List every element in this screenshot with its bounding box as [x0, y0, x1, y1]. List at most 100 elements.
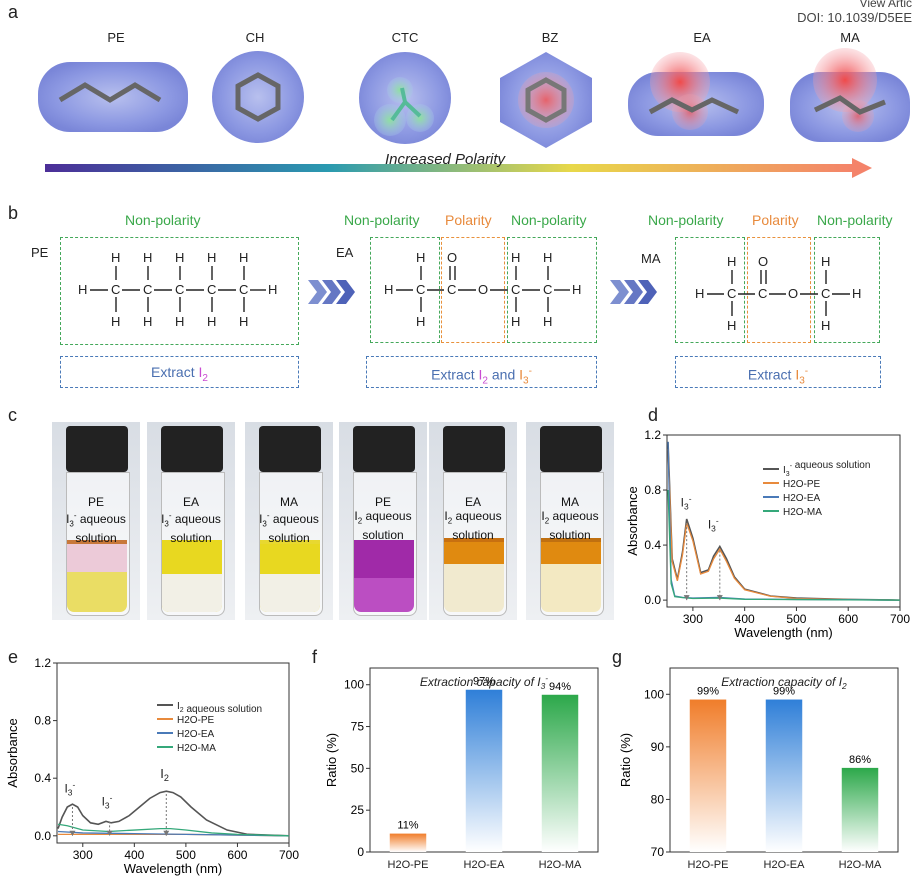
extract-pe-sub: 2	[202, 372, 208, 384]
vial-liquid-clear	[260, 574, 320, 612]
y-tick-label: 0	[357, 845, 364, 859]
ma-polar-box	[747, 237, 811, 343]
svg-text:H: H	[821, 254, 830, 269]
panel-b: PE Non-polarity EA Non-polarity Polarity…	[0, 200, 914, 400]
svg-text:H: H	[239, 250, 248, 265]
y-axis-label: Absorbance	[625, 486, 640, 555]
extract-ea-species2: I	[519, 366, 524, 383]
chevrons-ea-to-ma	[610, 280, 657, 304]
vial-solvent: PE	[87, 495, 104, 509]
vial-liquid-pink	[67, 544, 127, 572]
ma-polarity-label: Polarity	[752, 212, 799, 228]
svg-text:C: C	[758, 286, 767, 301]
extract-pe-species: I	[198, 364, 203, 380]
ea-nonpolarity-left-label: Non-polarity	[344, 212, 420, 228]
svg-text:C: C	[175, 282, 184, 297]
chart-title: Extraction capacity of I2	[721, 675, 847, 691]
ma-structure: H C H H C O O C H H H	[695, 254, 861, 333]
pe-nonpolar-box	[60, 237, 299, 345]
y-tick-label: 1.2	[34, 656, 51, 670]
vial-solvent: EA	[464, 495, 481, 509]
vial-solvent: MA	[561, 495, 579, 509]
series-line-2	[667, 448, 901, 601]
series-line-1	[57, 790, 290, 837]
vial-liquid-layer	[354, 540, 414, 578]
bar-2	[765, 699, 803, 852]
extract-ea-sub1: 2	[482, 375, 488, 387]
y-tick-label: 50	[351, 761, 365, 775]
bar-value-label-2: 97%	[473, 676, 495, 688]
y-tick-label: 90	[651, 740, 665, 754]
series-line-4	[57, 823, 290, 837]
bar-value-label-2: 99%	[773, 686, 795, 698]
extract-ma-species: I	[795, 366, 800, 383]
svg-text:H: H	[543, 314, 552, 329]
vial-species: I3- aqueous	[66, 511, 126, 529]
arrow-e-2-head	[106, 830, 113, 836]
svg-text:H: H	[852, 286, 861, 301]
extract-ma-prefix: Extract	[747, 366, 796, 383]
y-tick-label: 0.4	[34, 771, 51, 785]
bar-value-label-3: 86%	[849, 754, 871, 766]
svg-text:H: H	[175, 250, 184, 265]
legend-label-3: H2O-EA	[177, 729, 215, 740]
x-tick-label: 300	[73, 848, 93, 862]
ma-nonpolar-box-left	[675, 237, 745, 343]
legend-label-3: H2O-EA	[783, 493, 821, 504]
x-tick-label: 400	[124, 848, 144, 862]
svg-text:C: C	[511, 282, 520, 297]
annotation-e-1: I3-	[64, 780, 75, 798]
vial-solvent: PE	[374, 495, 391, 509]
svg-text:H: H	[111, 314, 120, 329]
y-tick-label: 25	[351, 803, 365, 817]
y-tick-label: 1.2	[644, 428, 661, 442]
vial-solution-word: solution	[549, 528, 591, 543]
structural-formulas: H C H H C H H C H H C H H	[78, 250, 861, 333]
y-tick-label: 75	[351, 720, 365, 734]
vial-liquid-layer	[162, 540, 222, 544]
vial-liquid-lower	[354, 578, 414, 612]
bar-value-label-1: 11%	[397, 820, 418, 832]
vial-photo-1: PE I3- aqueous solution	[52, 422, 140, 620]
mol-label-ctc: CTC	[391, 30, 419, 45]
arrow-e-1-head	[69, 830, 76, 836]
pe-nonpolarity-label: Non-polarity	[125, 212, 201, 228]
x-tick-label: 700	[279, 848, 299, 862]
svg-text:H: H	[143, 250, 152, 265]
x-category-label-3: H2O-MA	[539, 859, 582, 871]
svg-text:O: O	[447, 250, 457, 265]
row-label-ea: EA	[336, 245, 354, 260]
svg-text:O: O	[478, 282, 488, 297]
y-tick-label: 0.8	[644, 483, 661, 497]
vial-photo-4: PE I2 aqueous solution	[339, 422, 427, 620]
vial-cap	[443, 426, 505, 472]
vial-liquid-yellow	[260, 544, 320, 574]
row-label-ma: MA	[641, 251, 661, 266]
x-category-label-1: H2O-PE	[388, 859, 429, 871]
annotation-e-2: I3-	[102, 793, 113, 811]
x-tick-label: 600	[838, 612, 858, 626]
y-tick-label: 0.4	[644, 538, 661, 552]
chart-g: 70 80 90 100 Ratio (%) 99% H2O-PE 99% H2O-EA 86% H…	[618, 667, 899, 871]
vial-photo-3: MA I3- aqueous solution	[245, 422, 333, 620]
vial-photo-2: EA I3- aqueous solution	[147, 422, 235, 620]
polarity-arrow-label: Increased Polarity	[385, 151, 506, 168]
ctc-esp-map	[359, 52, 451, 144]
y-axis-label: Ratio (%)	[618, 733, 633, 787]
x-axis-label: Wavelength (nm)	[124, 861, 223, 876]
row-label-pe: PE	[31, 245, 49, 260]
svg-text:C: C	[821, 286, 830, 301]
vial-species: I3- aqueous	[259, 511, 319, 529]
bar-1	[689, 699, 727, 852]
extract-ma-sub: 3	[799, 375, 805, 387]
arrow-d-2-head	[716, 595, 723, 601]
vial-solution-word: solution	[362, 528, 404, 543]
svg-text:C: C	[447, 282, 456, 297]
extract-ea-prefix: Extract	[431, 366, 479, 383]
mol-label-ma: MA	[840, 30, 860, 45]
vial-liquid-orange	[541, 542, 601, 564]
svg-text:H: H	[572, 282, 581, 297]
vial-solution-word: solution	[75, 531, 117, 546]
ma-nonpolar-box-right	[814, 237, 880, 343]
arrow-e-3-head	[163, 830, 170, 836]
